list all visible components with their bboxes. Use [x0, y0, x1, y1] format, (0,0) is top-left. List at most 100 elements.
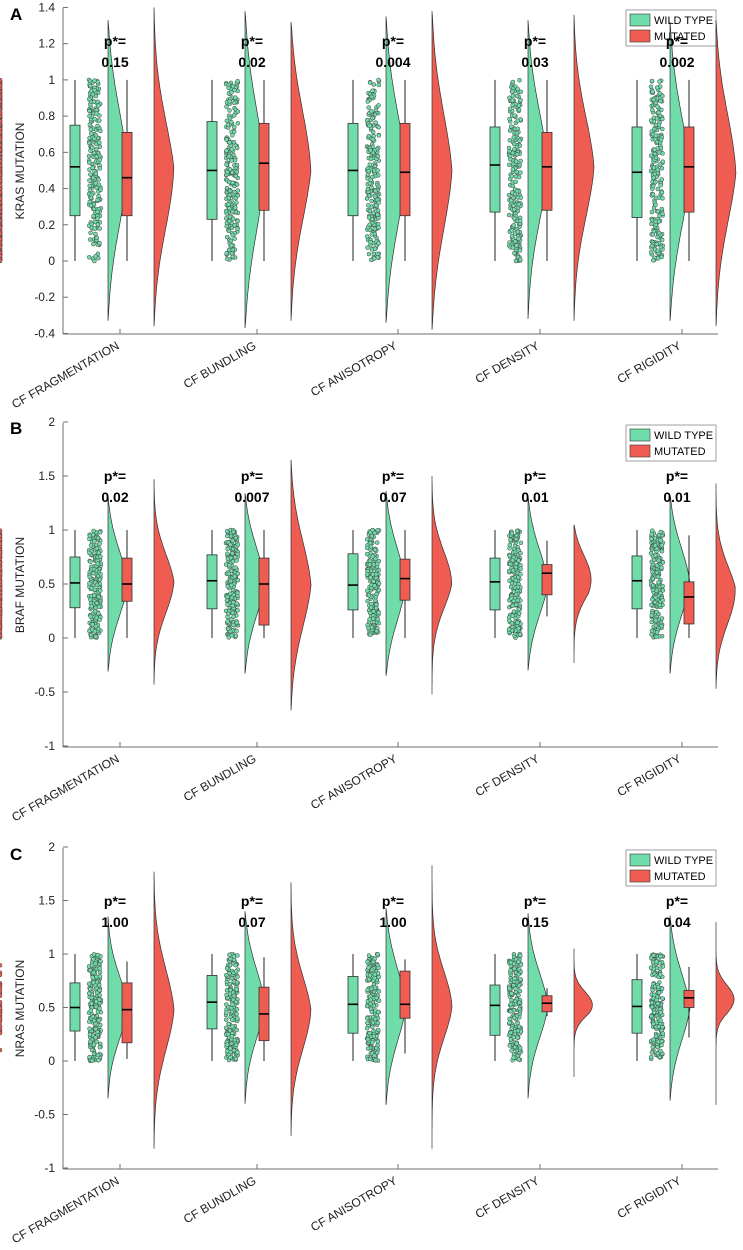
scatter-wild-type — [364, 527, 382, 638]
data-point — [93, 171, 99, 176]
data-point — [88, 967, 93, 973]
data-point — [0, 963, 3, 968]
data-point — [367, 558, 373, 564]
data-point — [373, 203, 379, 208]
data-point — [92, 539, 97, 544]
group-cf-rigidity: p*= 0.01 CF RIGIDITY — [0, 468, 736, 799]
data-point — [651, 992, 657, 998]
data-point — [375, 951, 380, 957]
data-point — [660, 211, 665, 217]
data-point — [365, 959, 370, 965]
data-point — [0, 163, 3, 168]
data-point — [658, 590, 663, 596]
box-wild-type-box — [347, 122, 359, 217]
data-point — [233, 962, 238, 968]
data-point — [651, 97, 657, 103]
y-tick-label: 0.8 — [38, 109, 55, 123]
data-point — [649, 602, 654, 608]
data-point — [224, 251, 229, 256]
data-point — [507, 578, 512, 583]
data-point — [364, 1025, 370, 1031]
data-point — [87, 536, 92, 542]
violin-mutated — [290, 459, 312, 711]
data-point — [92, 219, 98, 225]
data-point — [370, 115, 375, 121]
p-value: 0.02 — [101, 489, 128, 505]
data-point — [364, 1015, 370, 1021]
data-point — [86, 96, 92, 102]
p-value: 1.00 — [101, 914, 128, 930]
x-tick-label: CF DENSITY — [473, 1173, 542, 1221]
violin-mutated — [715, 20, 737, 327]
data-point — [510, 558, 515, 563]
data-point — [224, 966, 230, 971]
data-point — [376, 124, 381, 130]
data-point — [95, 1052, 101, 1058]
data-point — [233, 173, 239, 179]
data-point — [650, 1044, 656, 1050]
data-point — [376, 965, 381, 971]
data-point — [229, 147, 234, 152]
data-point — [512, 976, 517, 981]
data-point — [654, 959, 659, 964]
data-point — [227, 188, 233, 194]
data-point — [94, 111, 99, 116]
data-point — [229, 595, 235, 601]
data-point — [235, 109, 241, 114]
scatter-wild-type — [223, 527, 241, 640]
data-point — [376, 133, 382, 138]
data-point — [366, 965, 371, 970]
data-point — [368, 632, 373, 638]
data-point — [226, 195, 232, 201]
data-point — [653, 195, 659, 201]
data-point — [372, 194, 378, 199]
data-point — [224, 137, 229, 142]
box-mutated-box — [121, 132, 133, 217]
data-point — [649, 532, 654, 537]
data-point — [235, 542, 241, 547]
data-point — [513, 602, 519, 607]
data-point — [92, 136, 97, 141]
data-point — [650, 232, 656, 237]
data-point — [659, 190, 665, 195]
data-point — [651, 953, 656, 958]
data-point — [660, 159, 666, 164]
data-point — [507, 1043, 513, 1048]
data-point — [507, 1020, 512, 1026]
data-point — [366, 215, 372, 220]
y-tick-label: 1 — [48, 523, 55, 537]
data-point — [510, 79, 516, 85]
data-point — [660, 588, 666, 593]
scatter-wild-type — [86, 952, 104, 1064]
chart-panel-c: C -1 -0.5 0 0.5 1 1.5 2 NRAS MUTATION WILD TYPE MU… — [0, 840, 735, 1246]
data-point — [366, 105, 371, 110]
y-tick-label: 1.2 — [38, 37, 55, 51]
data-point — [364, 196, 370, 201]
data-point — [365, 99, 371, 104]
data-point — [376, 240, 381, 246]
data-point — [228, 542, 233, 547]
scatter-wild-type — [364, 77, 382, 263]
data-point — [96, 550, 101, 556]
y-axis-label: BRAF MUTATION — [13, 537, 27, 633]
legend-swatch-mutated — [629, 444, 651, 458]
data-point — [234, 620, 240, 625]
data-point — [368, 605, 374, 610]
data-point — [232, 100, 237, 106]
data-point — [235, 188, 241, 193]
box-wild-type-box — [347, 553, 359, 611]
p-value-label: p*= — [104, 468, 126, 484]
data-point — [374, 540, 380, 545]
p-value: 0.15 — [521, 914, 548, 930]
data-point — [230, 551, 235, 556]
data-point — [235, 608, 240, 613]
data-point — [93, 624, 99, 629]
p-value-label: p*= — [104, 893, 126, 909]
data-point — [0, 205, 3, 210]
y-tick-label: 1.5 — [38, 894, 55, 908]
group-cf-fragmentation: p*= 0.02 CF FRAGMENTATION — [0, 468, 175, 824]
data-point — [95, 222, 101, 227]
data-point — [229, 251, 235, 256]
data-point — [515, 229, 521, 234]
